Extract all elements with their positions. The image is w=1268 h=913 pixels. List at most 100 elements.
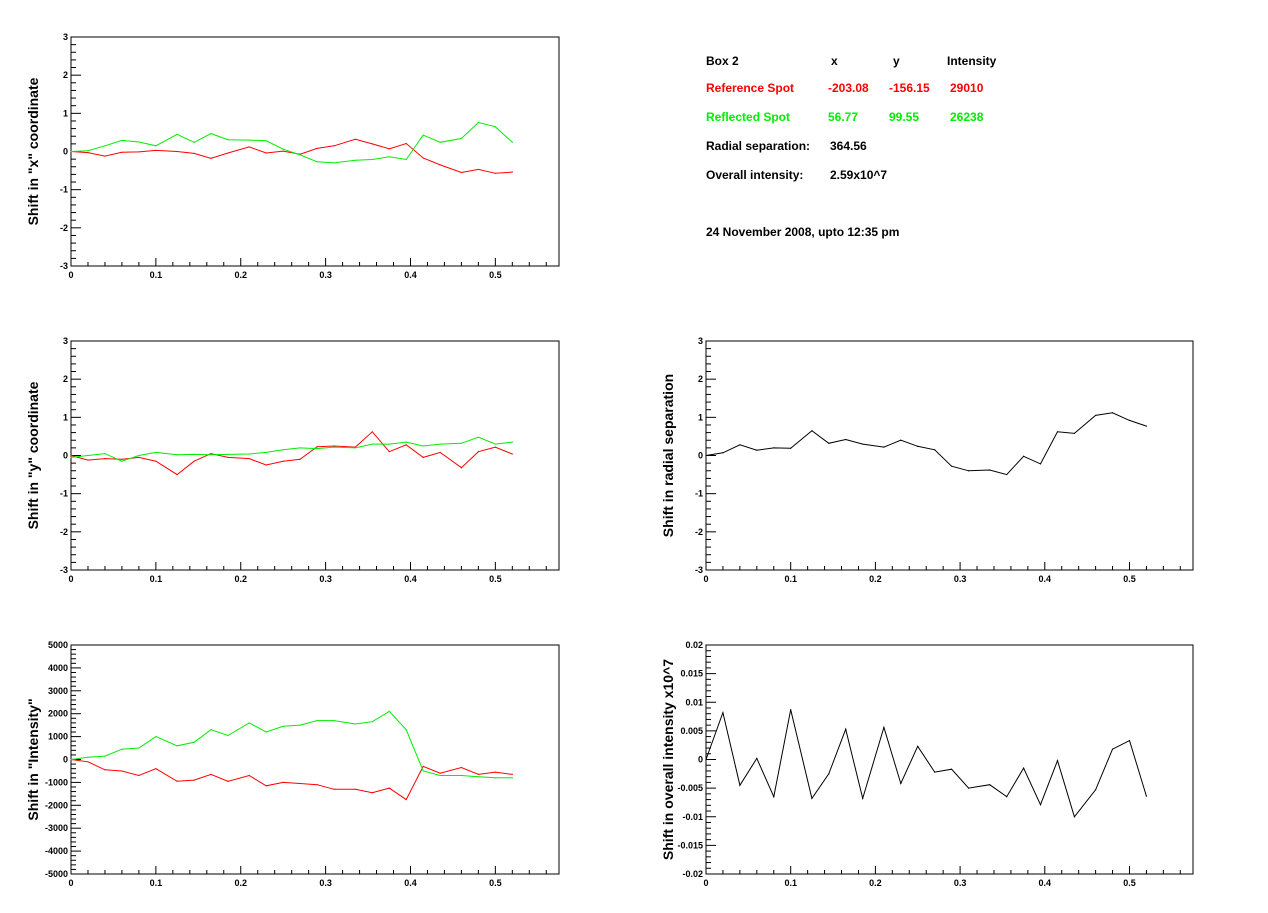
y-tick-label: 5000 xyxy=(48,640,68,650)
column-x-header: x xyxy=(831,54,838,68)
y-tick-label: 2 xyxy=(63,374,68,384)
data-point xyxy=(155,149,157,151)
y-shift-chart: 0 0.1 0.2 0.3 0.4 0.5 -3 -2 -1 0 1 2 3 Shift in "y" c… xyxy=(25,336,560,584)
data-point xyxy=(316,784,318,786)
y-tick-label: 1 xyxy=(63,108,68,118)
data-point xyxy=(388,787,390,789)
x-tick-label: 0.4 xyxy=(404,574,417,584)
radial-shift-chart: 0 0.1 0.2 0.3 0.4 0.5 -3 -2 -1 0 1 2 3 Shift in radia… xyxy=(660,336,1194,584)
data-point xyxy=(265,785,267,787)
data-point xyxy=(155,145,157,147)
data-point xyxy=(511,773,513,775)
data-point xyxy=(265,152,267,154)
y-tick-label: -2 xyxy=(60,223,68,233)
y-tick-label: -0.015 xyxy=(677,840,703,850)
plot-frame xyxy=(705,340,1194,571)
reflected-spot-label: Reflected Spot xyxy=(706,110,791,124)
data-point xyxy=(773,447,775,449)
x-tick-label: 0.5 xyxy=(1123,878,1136,888)
x-tick-label: 0.2 xyxy=(234,878,247,888)
y-tick-label: 0 xyxy=(698,451,703,461)
y-tick-label: -3 xyxy=(695,565,703,575)
plot-frame xyxy=(70,340,560,571)
data-point xyxy=(371,431,373,433)
data-point xyxy=(282,460,284,462)
data-point xyxy=(511,777,513,779)
y-tick-label: 0 xyxy=(698,755,703,765)
y-tick-label: -5000 xyxy=(45,869,68,879)
x-tick-label: 0.2 xyxy=(234,574,247,584)
data-point xyxy=(722,452,724,454)
data-point xyxy=(265,140,267,142)
data-point xyxy=(405,158,407,161)
data-point xyxy=(265,451,267,454)
data-point xyxy=(460,137,462,140)
data-point xyxy=(883,726,885,729)
y-tick-label: -1 xyxy=(60,489,68,499)
data-point xyxy=(193,141,195,143)
data-point xyxy=(248,722,250,724)
y-tick-label: 0.01 xyxy=(685,697,703,707)
x-tick-label: 0.2 xyxy=(869,878,882,888)
data-point xyxy=(333,445,335,447)
x-tick-label: 0.5 xyxy=(489,574,502,584)
data-point xyxy=(299,154,301,156)
data-point xyxy=(845,728,847,730)
data-point xyxy=(405,444,407,446)
data-point xyxy=(951,465,953,467)
data-point xyxy=(477,168,479,171)
series-line xyxy=(705,412,1147,476)
data-point xyxy=(845,438,847,441)
y-tick-label: 4000 xyxy=(48,663,68,673)
x-tick-label: 0.4 xyxy=(1039,574,1052,584)
data-point xyxy=(494,126,496,128)
data-point xyxy=(828,442,830,444)
data-point xyxy=(739,444,741,446)
data-point xyxy=(176,454,178,456)
data-point xyxy=(121,458,123,460)
overall-intensity-value: 2.59x10^7 xyxy=(830,168,888,182)
data-point xyxy=(248,457,250,460)
data-point xyxy=(248,146,250,148)
overall-intensity-label: Overall intensity: xyxy=(706,168,804,182)
data-point xyxy=(227,152,229,154)
y-tick-label: -1 xyxy=(60,185,68,195)
data-point xyxy=(967,787,970,789)
data-point xyxy=(138,141,140,143)
data-point xyxy=(811,430,813,432)
data-point xyxy=(883,446,885,448)
data-point xyxy=(511,441,513,443)
data-point xyxy=(210,773,212,775)
data-point xyxy=(299,782,301,785)
x-tick-label: 0.5 xyxy=(1123,574,1136,584)
data-point xyxy=(227,734,229,737)
data-point xyxy=(176,133,178,135)
data-point xyxy=(388,451,390,453)
data-point xyxy=(371,158,373,161)
data-point xyxy=(155,768,157,770)
reference-spot-x: -203.08 xyxy=(828,81,869,95)
data-point xyxy=(773,796,775,798)
data-point xyxy=(405,729,407,731)
x-tick-label: 0 xyxy=(703,878,708,888)
data-point xyxy=(87,761,89,763)
y-tick-label: -3 xyxy=(60,261,68,271)
data-point xyxy=(371,443,373,445)
data-point xyxy=(210,157,212,159)
data-point xyxy=(155,460,157,462)
data-point xyxy=(316,147,318,150)
y-tick-label: 3000 xyxy=(48,686,68,696)
x-tick-label: 0.3 xyxy=(319,878,332,888)
data-point xyxy=(371,143,373,145)
data-point xyxy=(248,774,250,777)
overall-intensity-shift-chart: 0 0.1 0.2 0.3 0.4 0.5 -0.02 -0.015 -0.01 -0.005 0 0… xyxy=(660,640,1194,888)
data-point xyxy=(511,171,513,173)
data-point xyxy=(422,157,424,159)
data-point xyxy=(138,151,140,153)
data-point xyxy=(299,458,301,460)
reference-spot-line xyxy=(70,431,513,476)
data-point xyxy=(121,151,123,153)
date-stamp: 24 November 2008, upto 12:35 pm xyxy=(706,225,900,239)
y-tick-label: 0.005 xyxy=(680,726,703,736)
